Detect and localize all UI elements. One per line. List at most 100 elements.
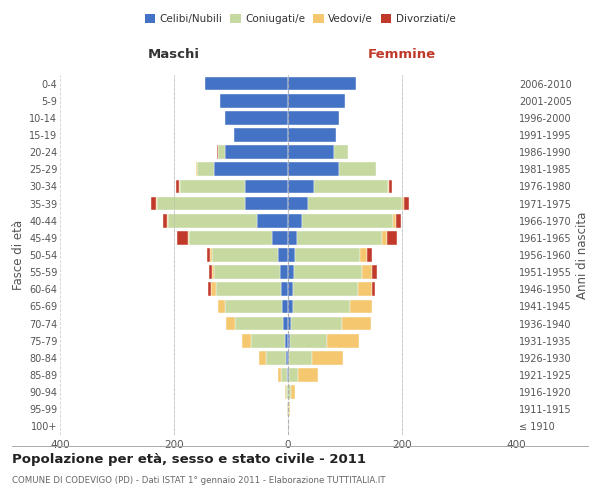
Bar (308, 196, 402, 210)
Bar (358, 282, 373, 296)
Bar (404, 196, 409, 210)
Bar (218, 300, 226, 314)
Bar (288, 76, 356, 90)
Bar (281, 282, 288, 296)
Bar (242, 334, 251, 347)
Bar (220, 94, 288, 108)
Bar (217, 146, 218, 159)
Bar (288, 316, 291, 330)
Bar (234, 128, 288, 142)
Bar (293, 282, 358, 296)
Bar (287, 368, 288, 382)
Bar (389, 180, 392, 194)
Bar (291, 386, 295, 399)
Bar (288, 128, 337, 142)
Bar (386, 231, 397, 244)
Bar (226, 316, 235, 330)
Bar (278, 248, 288, 262)
Bar (340, 162, 376, 176)
Bar (288, 196, 308, 210)
Bar (180, 180, 245, 194)
Bar (373, 282, 375, 296)
Bar (214, 162, 288, 176)
Bar (288, 180, 314, 194)
Bar (288, 231, 296, 244)
Bar (197, 162, 214, 176)
Bar (286, 351, 288, 364)
Bar (207, 248, 210, 262)
Text: COMUNE DI CODEVIGO (PD) - Dati ISTAT 1° gennaio 2011 - Elaborazione TUTTITALIA.I: COMUNE DI CODEVIGO (PD) - Dati ISTAT 1° … (12, 476, 386, 485)
Bar (283, 316, 288, 330)
Bar (285, 334, 288, 347)
Bar (283, 300, 288, 314)
Y-axis label: Fasce di età: Fasce di età (11, 220, 25, 290)
Bar (288, 266, 294, 279)
Bar (179, 180, 180, 194)
Bar (245, 196, 288, 210)
Bar (251, 334, 285, 347)
Bar (289, 351, 312, 364)
Bar (196, 162, 197, 176)
Bar (388, 180, 389, 194)
Bar (288, 334, 290, 347)
Bar (373, 266, 377, 279)
Bar (208, 282, 211, 296)
Bar (278, 368, 281, 382)
Bar (367, 248, 372, 262)
Bar (205, 76, 288, 90)
Bar (176, 180, 179, 194)
Bar (178, 231, 188, 244)
Legend: Celibi/Nubili, Coniugati/e, Vedovi/e, Divorziati/e: Celibi/Nubili, Coniugati/e, Vedovi/e, Di… (140, 10, 460, 29)
Bar (167, 214, 168, 228)
Bar (210, 248, 212, 262)
Bar (289, 402, 290, 416)
Y-axis label: Anni di nascita: Anni di nascita (576, 212, 589, 298)
Bar (293, 300, 350, 314)
Bar (280, 266, 288, 279)
Bar (288, 111, 340, 124)
Bar (298, 368, 317, 382)
Bar (394, 214, 397, 228)
Bar (334, 146, 348, 159)
Bar (272, 231, 288, 244)
Bar (212, 248, 278, 262)
Bar (285, 386, 286, 399)
Bar (288, 402, 289, 416)
Bar (291, 316, 342, 330)
Bar (226, 146, 288, 159)
Bar (402, 196, 404, 210)
Bar (190, 231, 272, 244)
Text: Popolazione per età, sesso e stato civile - 2011: Popolazione per età, sesso e stato civil… (12, 452, 366, 466)
Bar (397, 214, 401, 228)
Bar (294, 266, 362, 279)
Bar (156, 196, 157, 210)
Bar (288, 282, 293, 296)
Bar (257, 214, 288, 228)
Bar (211, 282, 215, 296)
Bar (312, 351, 343, 364)
Bar (289, 368, 298, 382)
Bar (212, 266, 214, 279)
Bar (362, 266, 373, 279)
Bar (288, 162, 340, 176)
Bar (302, 214, 394, 228)
Bar (151, 196, 156, 210)
Bar (288, 386, 291, 399)
Bar (314, 180, 388, 194)
Bar (342, 316, 371, 330)
Bar (290, 334, 328, 347)
Text: Maschi: Maschi (148, 48, 200, 60)
Text: Femmine: Femmine (368, 48, 436, 60)
Bar (288, 94, 345, 108)
Bar (235, 316, 283, 330)
Bar (288, 248, 295, 262)
Bar (281, 368, 287, 382)
Bar (288, 368, 289, 382)
Bar (214, 266, 280, 279)
Bar (296, 231, 382, 244)
Bar (288, 146, 334, 159)
Bar (226, 300, 283, 314)
Bar (382, 231, 386, 244)
Bar (163, 214, 167, 228)
Bar (188, 231, 190, 244)
